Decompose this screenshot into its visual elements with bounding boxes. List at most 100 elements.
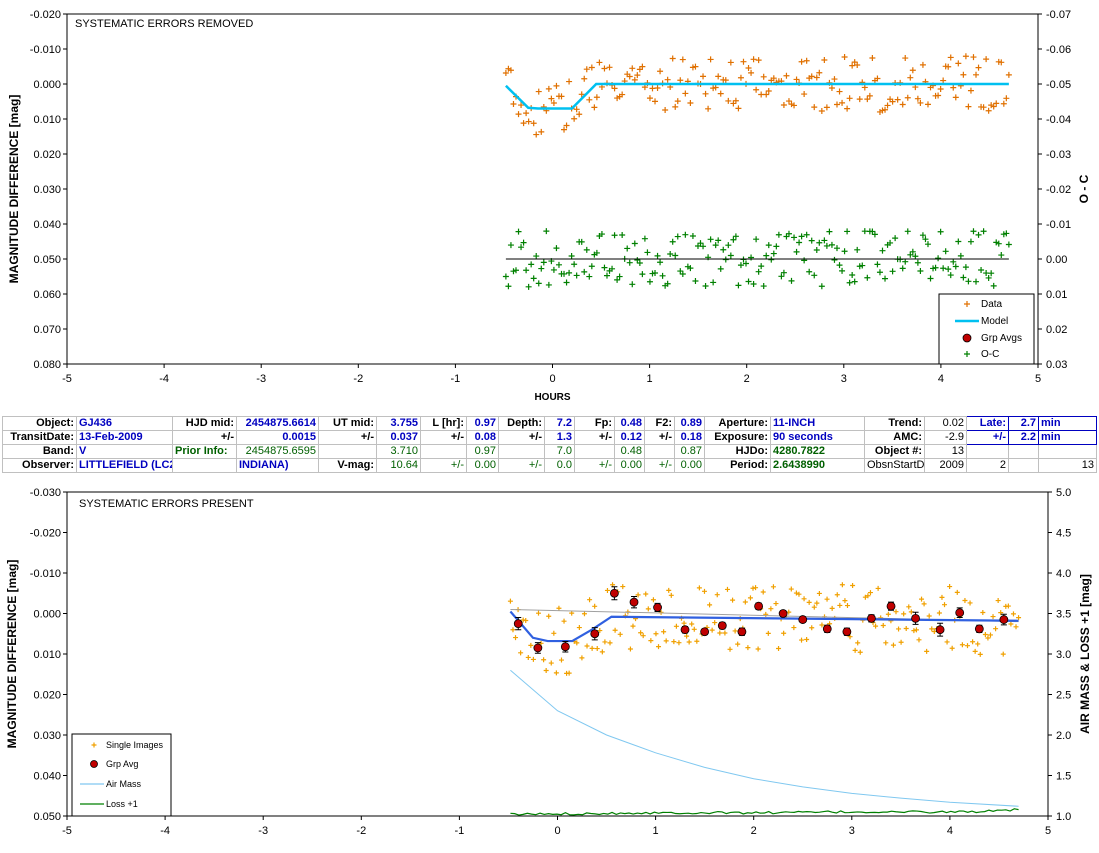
x-tick-label: 5 — [1035, 373, 1041, 385]
single-image-point — [765, 630, 771, 636]
x-tick-label: 4 — [947, 825, 953, 837]
info-cell: 7.0 — [544, 444, 575, 459]
oc-point — [955, 238, 962, 245]
oc-point — [816, 239, 823, 246]
observation-info-table: Object: GJ436 HJD mid: 2454875.6614 UT mid: 3… — [2, 416, 1097, 473]
single-image-point — [806, 599, 812, 605]
single-image-point — [525, 654, 531, 660]
oc-point — [1003, 230, 1010, 237]
single-image-point — [686, 639, 692, 645]
oc-point — [912, 253, 919, 260]
grp-avg-point — [911, 613, 920, 623]
data-point — [722, 77, 729, 84]
oc-point — [561, 270, 568, 277]
y-tick-label: 0.050 — [33, 811, 61, 823]
data-point — [576, 111, 583, 118]
oc-point — [710, 279, 717, 286]
single-image-point — [837, 602, 843, 608]
single-image-point — [584, 643, 590, 649]
oc-point — [520, 239, 527, 246]
y-tick-label: 0.040 — [33, 219, 61, 231]
single-image-point — [791, 625, 797, 631]
x-tick-label: -1 — [455, 825, 465, 837]
data-point — [967, 87, 974, 94]
data-point — [657, 68, 664, 75]
single-image-point — [620, 584, 626, 590]
data-point — [785, 98, 792, 105]
oc-point — [755, 268, 762, 275]
oc-point — [614, 276, 621, 283]
data-point — [917, 99, 924, 106]
legend-box — [71, 733, 172, 817]
oc-point — [859, 262, 866, 269]
info-cell: +/- — [966, 430, 1009, 445]
single-image-point — [901, 611, 907, 617]
data-point — [619, 91, 626, 98]
single-image-point — [880, 623, 886, 629]
single-image-point — [668, 592, 674, 598]
single-image-point — [530, 656, 536, 662]
data-point — [755, 57, 762, 64]
oc-point — [535, 280, 542, 287]
single-image-point — [681, 620, 687, 626]
airmass-line — [510, 669, 1019, 807]
data-point — [833, 101, 840, 108]
data-point — [765, 88, 772, 95]
single-image-point — [755, 646, 761, 652]
single-image-point — [921, 601, 927, 607]
grp-avg-point — [609, 588, 619, 598]
y-tick-label: 0.020 — [33, 149, 61, 161]
y2-tick-label: 2.0 — [1056, 730, 1071, 742]
grp-avg-point — [717, 621, 727, 631]
oc-point — [785, 230, 792, 237]
data-point — [760, 73, 767, 80]
oc-point — [988, 270, 995, 277]
data-point — [960, 71, 967, 78]
data-point — [854, 62, 861, 69]
single-image-point — [742, 599, 748, 605]
info-cell — [1008, 458, 1039, 473]
data-point — [1003, 95, 1010, 102]
data-point — [839, 99, 846, 106]
info-cell: V — [76, 444, 173, 459]
y2-tick-label: 1.0 — [1056, 811, 1071, 823]
single-image-point — [967, 600, 973, 606]
single-image-point — [727, 646, 733, 652]
oc-point — [555, 261, 562, 268]
data-point — [861, 84, 868, 91]
y2-axis-title: AIR MASS & LOSS +1 [mag] — [1078, 574, 1092, 734]
info-cell: INDIANA) — [236, 458, 319, 473]
info-cell — [644, 444, 675, 459]
data-point — [639, 63, 646, 70]
single-image-point — [867, 590, 873, 596]
info-cell: Object: — [2, 416, 77, 431]
data-point — [674, 98, 681, 105]
y-tick-label: 0.000 — [33, 609, 61, 621]
grp-avg-point — [778, 609, 788, 618]
data-point — [606, 64, 613, 71]
info-cell: 0.97 — [466, 444, 499, 459]
data-point — [828, 85, 835, 92]
data-point — [884, 102, 891, 109]
single-image-point — [1010, 611, 1016, 617]
single-image-point — [819, 622, 825, 628]
oc-point — [515, 228, 522, 235]
data-point — [965, 103, 972, 110]
oc-point — [942, 248, 949, 255]
data-point — [975, 64, 982, 71]
oc-point — [846, 279, 853, 286]
oc-point — [530, 275, 537, 282]
oc-point — [904, 228, 911, 235]
data-point — [596, 59, 603, 66]
x-tick-label: 4 — [938, 373, 944, 385]
data-point — [533, 131, 540, 138]
single-image-point — [998, 610, 1004, 616]
data-point — [750, 56, 757, 63]
info-cell — [498, 444, 545, 459]
oc-point — [639, 271, 646, 278]
single-image-point — [964, 643, 970, 649]
oc-point — [603, 272, 610, 279]
data-point — [849, 62, 856, 69]
oc-point — [975, 231, 982, 238]
data-point — [990, 103, 997, 110]
